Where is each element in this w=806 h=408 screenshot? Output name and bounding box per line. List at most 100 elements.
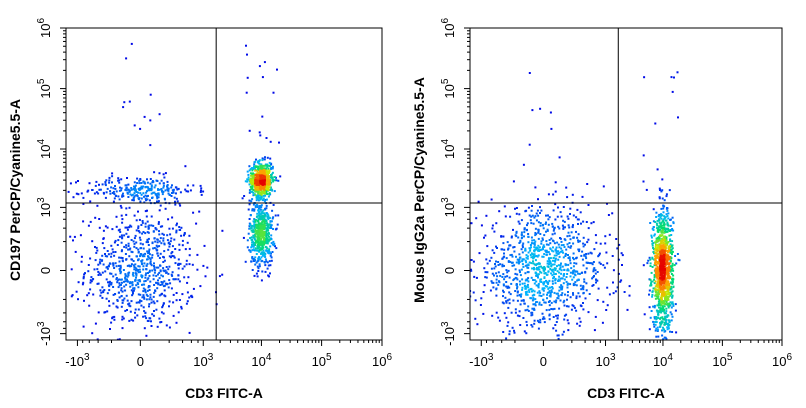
event-dot	[546, 293, 548, 296]
event-dot	[491, 227, 494, 230]
event-dot	[586, 241, 589, 244]
event-dot	[152, 191, 155, 194]
event-dot	[522, 258, 525, 261]
event-dot	[262, 177, 265, 180]
quadrant-gate[interactable]	[470, 28, 782, 340]
event-dot	[91, 240, 94, 243]
event-dot	[503, 252, 505, 255]
event-dot	[660, 246, 662, 248]
event-dot	[549, 111, 552, 114]
event-dot	[254, 160, 257, 163]
event-dot	[249, 223, 252, 226]
event-dot	[552, 250, 555, 253]
event-dot	[521, 286, 524, 289]
event-dot	[139, 299, 141, 302]
event-dot	[665, 286, 668, 289]
event-dot	[538, 294, 541, 297]
event-dot	[121, 318, 124, 321]
event-dot	[545, 273, 548, 276]
event-dot	[510, 282, 513, 285]
event-dot	[139, 255, 142, 258]
event-dot	[267, 215, 270, 218]
event-dot	[659, 308, 662, 311]
event-dot	[133, 268, 136, 271]
event-dot	[551, 225, 554, 228]
event-dot	[96, 249, 99, 252]
event-dot	[508, 286, 511, 289]
event-dot	[543, 277, 546, 279]
event-dot	[245, 91, 248, 94]
event-dot	[150, 185, 153, 188]
event-dot	[653, 275, 656, 278]
event-dot	[272, 228, 274, 230]
event-dot	[154, 193, 157, 196]
event-dot	[672, 221, 675, 224]
event-dot	[654, 255, 657, 258]
event-dot	[534, 298, 537, 301]
event-dot	[167, 192, 170, 195]
event-dot	[133, 287, 136, 290]
event-dot	[543, 272, 546, 275]
event-dot	[514, 207, 516, 210]
event-dot	[125, 246, 128, 249]
event-dot	[593, 275, 595, 277]
event-dot	[524, 249, 527, 252]
x-tick-base: -10	[65, 354, 84, 369]
event-dot	[272, 91, 275, 94]
event-dot	[581, 195, 584, 198]
event-dot	[148, 317, 151, 320]
event-dot	[135, 255, 138, 258]
event-dot	[267, 226, 269, 229]
event-dot	[171, 227, 174, 230]
event-dot	[77, 180, 79, 182]
quadrant-gate[interactable]	[66, 28, 382, 340]
event-dot	[660, 322, 663, 325]
event-dot	[122, 106, 125, 109]
event-dot	[565, 280, 568, 283]
event-dot	[254, 193, 257, 196]
event-dot	[260, 212, 263, 215]
event-dot	[143, 283, 146, 286]
event-dot	[117, 179, 120, 182]
event-dot	[243, 195, 246, 197]
event-dot	[120, 281, 123, 284]
event-dot	[550, 269, 553, 272]
event-dot	[658, 221, 661, 224]
event-dot	[260, 204, 263, 207]
event-dot	[554, 277, 557, 280]
event-dot	[158, 182, 161, 185]
event-dot	[667, 212, 670, 215]
x-tick-base: 10	[712, 354, 726, 369]
event-dot	[530, 324, 533, 326]
event-dot	[86, 190, 89, 193]
event-dot	[265, 220, 268, 222]
event-dot	[544, 249, 547, 252]
event-dot	[558, 289, 561, 292]
event-dot	[539, 270, 542, 273]
x-tick-base: 0	[540, 354, 547, 369]
event-dot	[118, 284, 121, 287]
event-dot	[665, 321, 668, 324]
event-dot	[661, 248, 663, 251]
event-dot	[655, 216, 658, 218]
event-dot	[532, 256, 535, 258]
event-dot	[661, 293, 664, 296]
event-dot	[98, 226, 101, 229]
event-dot	[144, 197, 147, 200]
event-dot	[554, 269, 557, 271]
event-dot	[585, 267, 588, 270]
event-dot	[558, 286, 561, 289]
event-dot	[560, 250, 562, 253]
event-dot	[189, 189, 192, 192]
event-dot	[566, 319, 569, 322]
event-dot	[104, 184, 107, 187]
event-dot	[143, 297, 146, 300]
event-dot	[566, 243, 569, 246]
event-dot	[254, 186, 257, 189]
event-dot	[168, 305, 170, 308]
x-tick-label: 103	[193, 352, 213, 369]
event-dot	[603, 266, 606, 269]
event-dot	[656, 285, 658, 288]
event-dot	[670, 287, 673, 290]
event-dot	[530, 209, 533, 212]
